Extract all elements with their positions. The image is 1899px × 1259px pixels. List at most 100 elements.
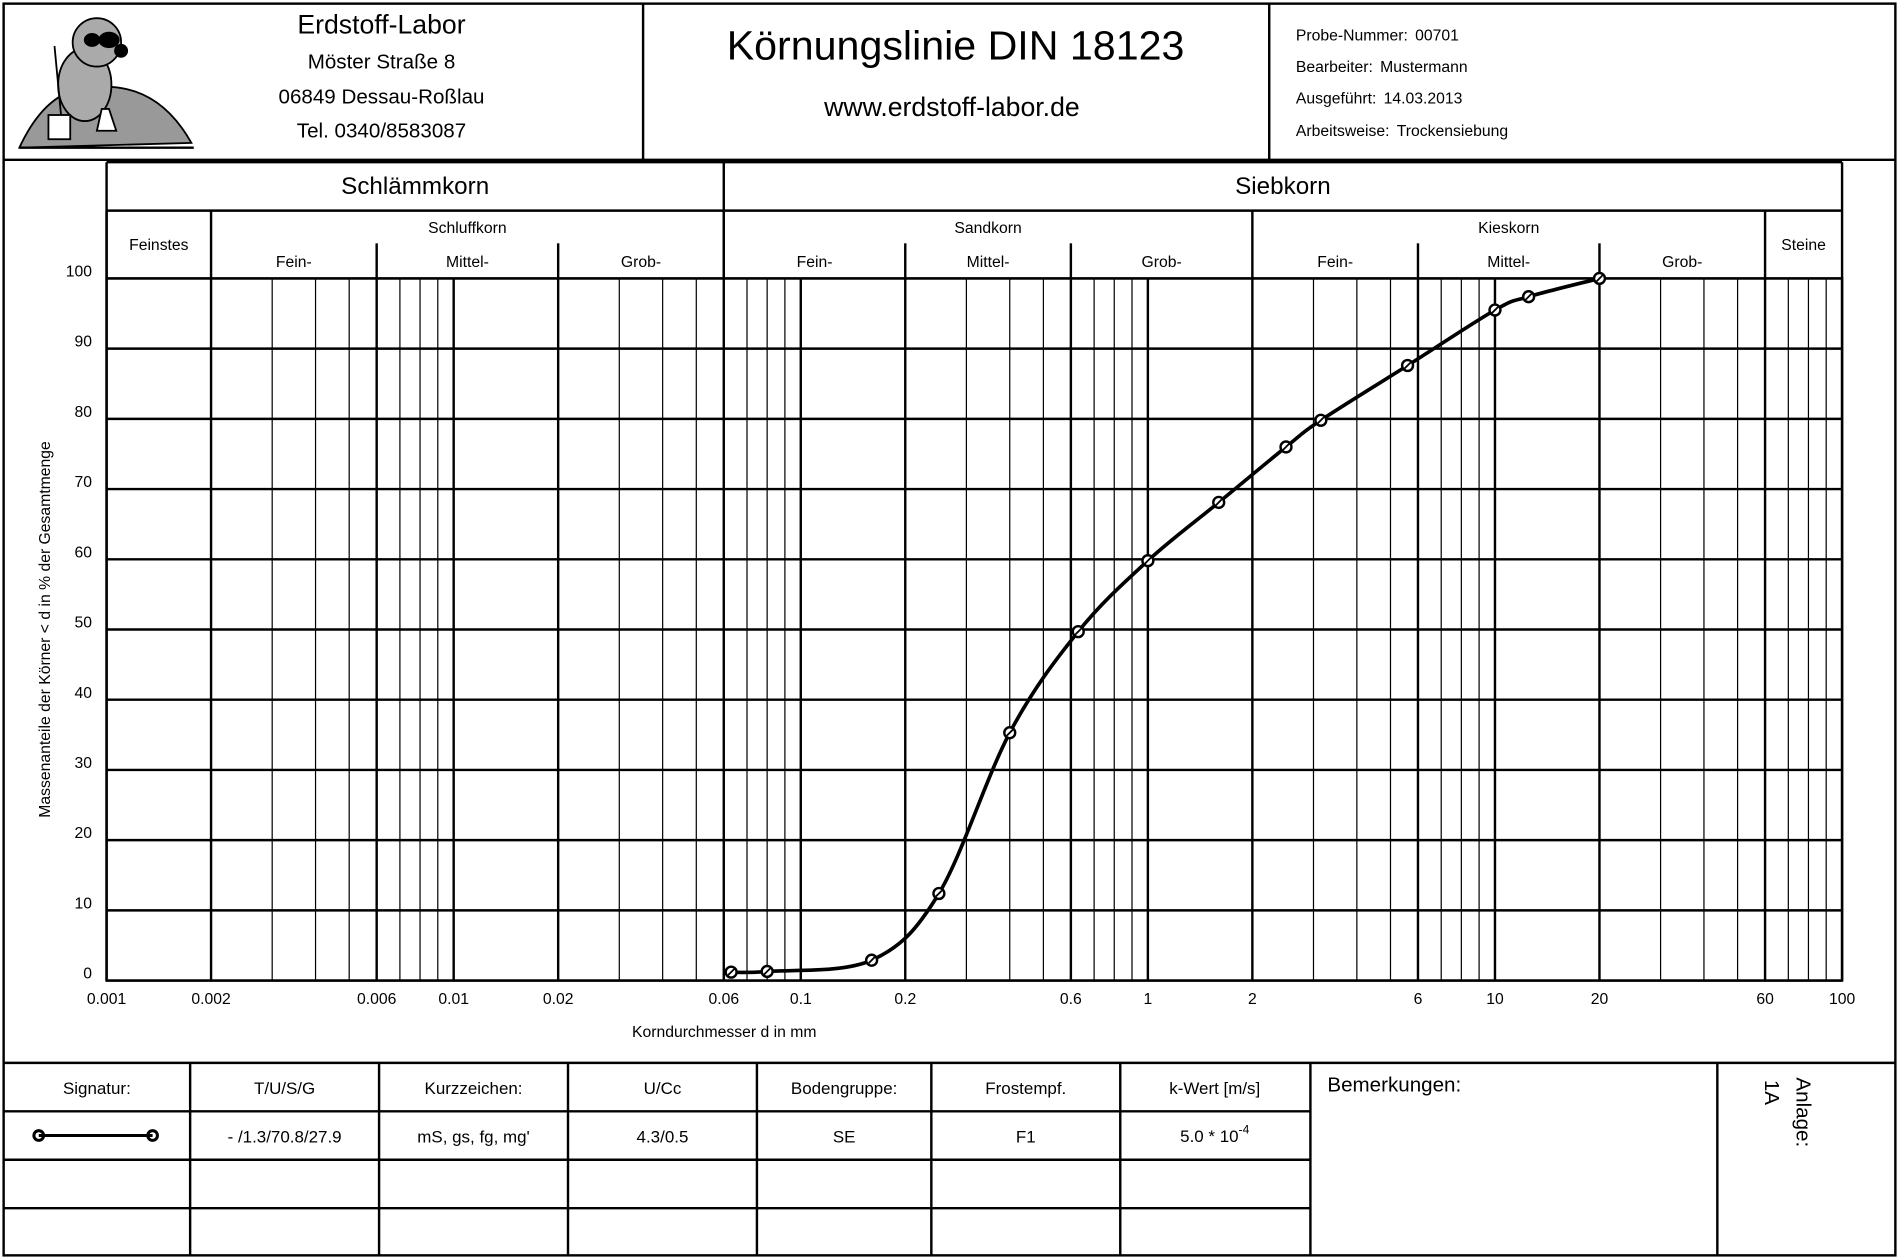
soil-fraction: Mittel- — [446, 254, 489, 271]
info-label: Probe-Nummer: — [1296, 27, 1408, 44]
soil-fraction: Fein- — [797, 254, 833, 271]
info-line: Bearbeiter: Mustermann — [1296, 59, 1468, 76]
point-slash — [1006, 729, 1014, 737]
point-slash — [1144, 557, 1152, 565]
point-slash — [1403, 361, 1412, 370]
signature-symbol — [32, 1129, 159, 1142]
point-slash — [935, 889, 943, 898]
y-tick-label: 40 — [75, 685, 93, 702]
y-tick-label: 10 — [75, 895, 93, 912]
x-tick-label: 2 — [1248, 991, 1257, 1008]
table-header: Signatur: — [63, 1079, 131, 1098]
soil-fraction: Fein- — [1317, 254, 1353, 271]
soil-type: Steine — [1781, 237, 1826, 254]
lab-name: Erdstoff-Labor — [297, 10, 465, 40]
x-tick-label: 0.6 — [1060, 991, 1082, 1008]
info-value: Trockensiebung — [1397, 123, 1508, 140]
point-slash — [1074, 627, 1082, 636]
y-tick-label: 50 — [75, 615, 93, 632]
plot-frame — [105, 277, 1844, 982]
soil-fraction: Mittel- — [1487, 254, 1530, 271]
point-slash — [727, 968, 735, 976]
table-cell: F1 — [1016, 1127, 1036, 1146]
soil-type: Kieskorn — [1478, 220, 1539, 237]
annex-label: Anlage: — [1792, 1077, 1815, 1147]
soil-type: Sandkorn — [954, 220, 1021, 237]
point-slash — [1317, 416, 1325, 424]
info-label: Ausgeführt: — [1296, 90, 1377, 107]
header-text: Erdstoff-Labor Möster Straße 8 06849 Des… — [279, 10, 1185, 143]
sample-info: Probe-Nummer: 00701 Bearbeiter: Mustermann… — [1296, 27, 1508, 140]
table-cell: SE — [833, 1127, 856, 1146]
table-header: Bodengruppe: — [791, 1079, 897, 1098]
grading-chart: 0 10 20 30 40 50 60 70 80 90 100 0.001 0.002 0.006 0.0… — [37, 161, 1856, 1041]
x-axis-label: Korndurchmesser d in mm — [632, 1024, 817, 1041]
y-tick-label: 0 — [83, 966, 92, 983]
table-cell: mS, gs, fg, mg' — [417, 1127, 529, 1146]
point-slash — [1524, 293, 1533, 301]
soil-group: Siebkorn — [1235, 173, 1331, 200]
soil-fraction: Grob- — [621, 254, 661, 271]
soil-fraction: Mittel- — [967, 254, 1010, 271]
logo — [17, 17, 194, 149]
point-slash — [1282, 443, 1290, 451]
point-slash — [763, 967, 771, 976]
info-value: Mustermann — [1380, 59, 1467, 76]
point-slash — [1491, 306, 1499, 314]
x-tick-label: 0.06 — [708, 991, 739, 1008]
street: Möster Straße 8 — [308, 50, 456, 73]
x-tick-label: 0.2 — [894, 991, 916, 1008]
table-cell: 5.0 * 10-4 — [1180, 1123, 1249, 1147]
x-tick-label: 0.002 — [191, 991, 230, 1008]
y-tick-label: 90 — [75, 334, 93, 351]
website: www.erdstoff-labor.de — [823, 92, 1080, 122]
table-header: k-Wert [m/s] — [1169, 1079, 1260, 1098]
point-slash — [867, 956, 876, 964]
x-tick-label: 0.02 — [543, 991, 574, 1008]
info-line: Arbeitsweise: Trockensiebung — [1296, 123, 1508, 140]
x-tick-label: 0.1 — [790, 991, 812, 1008]
point-slash — [1215, 498, 1223, 507]
k-mantissa: 5.0 * 10 — [1180, 1127, 1238, 1146]
table-header: U/Cc — [644, 1079, 682, 1098]
y-axis-label: Massenanteile der Körner < d in % der Ge… — [37, 441, 54, 818]
remarks-label: Bemerkungen: — [1327, 1073, 1461, 1096]
soil-group: Schlämmkorn — [341, 173, 489, 200]
x-tick-label: 10 — [1486, 991, 1504, 1008]
table-header: Kurzzeichen: — [425, 1079, 523, 1098]
info-value: 00701 — [1415, 27, 1459, 44]
city: 06849 Dessau-Roßlau — [279, 85, 485, 108]
soil-type: Feinstes — [129, 237, 189, 254]
x-tick-label: 1 — [1143, 991, 1152, 1008]
table-header: Frostempf. — [985, 1079, 1066, 1098]
info-value: 14.03.2013 — [1384, 90, 1463, 107]
y-tick-label: 60 — [75, 544, 93, 561]
x-tick-label: 0.006 — [357, 991, 397, 1008]
phone: Tel. 0340/8583087 — [297, 119, 466, 142]
x-tick-label: 20 — [1591, 991, 1609, 1008]
y-tick-label: 30 — [75, 755, 93, 772]
soil-type: Schluffkorn — [428, 220, 506, 237]
table-header: T/U/S/G — [254, 1079, 315, 1098]
title: Körnungslinie DIN 18123 — [727, 22, 1185, 68]
info-label: Bearbeiter: — [1296, 59, 1373, 76]
k-exponent: -4 — [1239, 1123, 1250, 1137]
soil-fraction: Grob- — [1141, 254, 1181, 271]
y-tick-label: 70 — [75, 474, 93, 491]
x-tick-label: 100 — [1829, 991, 1856, 1008]
point-slash — [1595, 274, 1604, 283]
info-line: Probe-Nummer: 00701 — [1296, 27, 1459, 44]
y-tick-label: 80 — [75, 404, 93, 421]
x-tick-label: 0.001 — [87, 991, 126, 1008]
grading-curve — [731, 276, 1600, 975]
soil-fraction: Grob- — [1662, 254, 1702, 271]
soil-fraction: Fein- — [276, 254, 312, 271]
annex-value: 1A — [1760, 1080, 1783, 1105]
x-tick-label: 0.01 — [438, 991, 469, 1008]
info-label: Arbeitsweise: — [1296, 123, 1390, 140]
table-cell: - /1.3/70.8/27.9 — [228, 1127, 342, 1146]
x-tick-label: 60 — [1756, 991, 1774, 1008]
y-tick-label: 100 — [66, 264, 93, 281]
